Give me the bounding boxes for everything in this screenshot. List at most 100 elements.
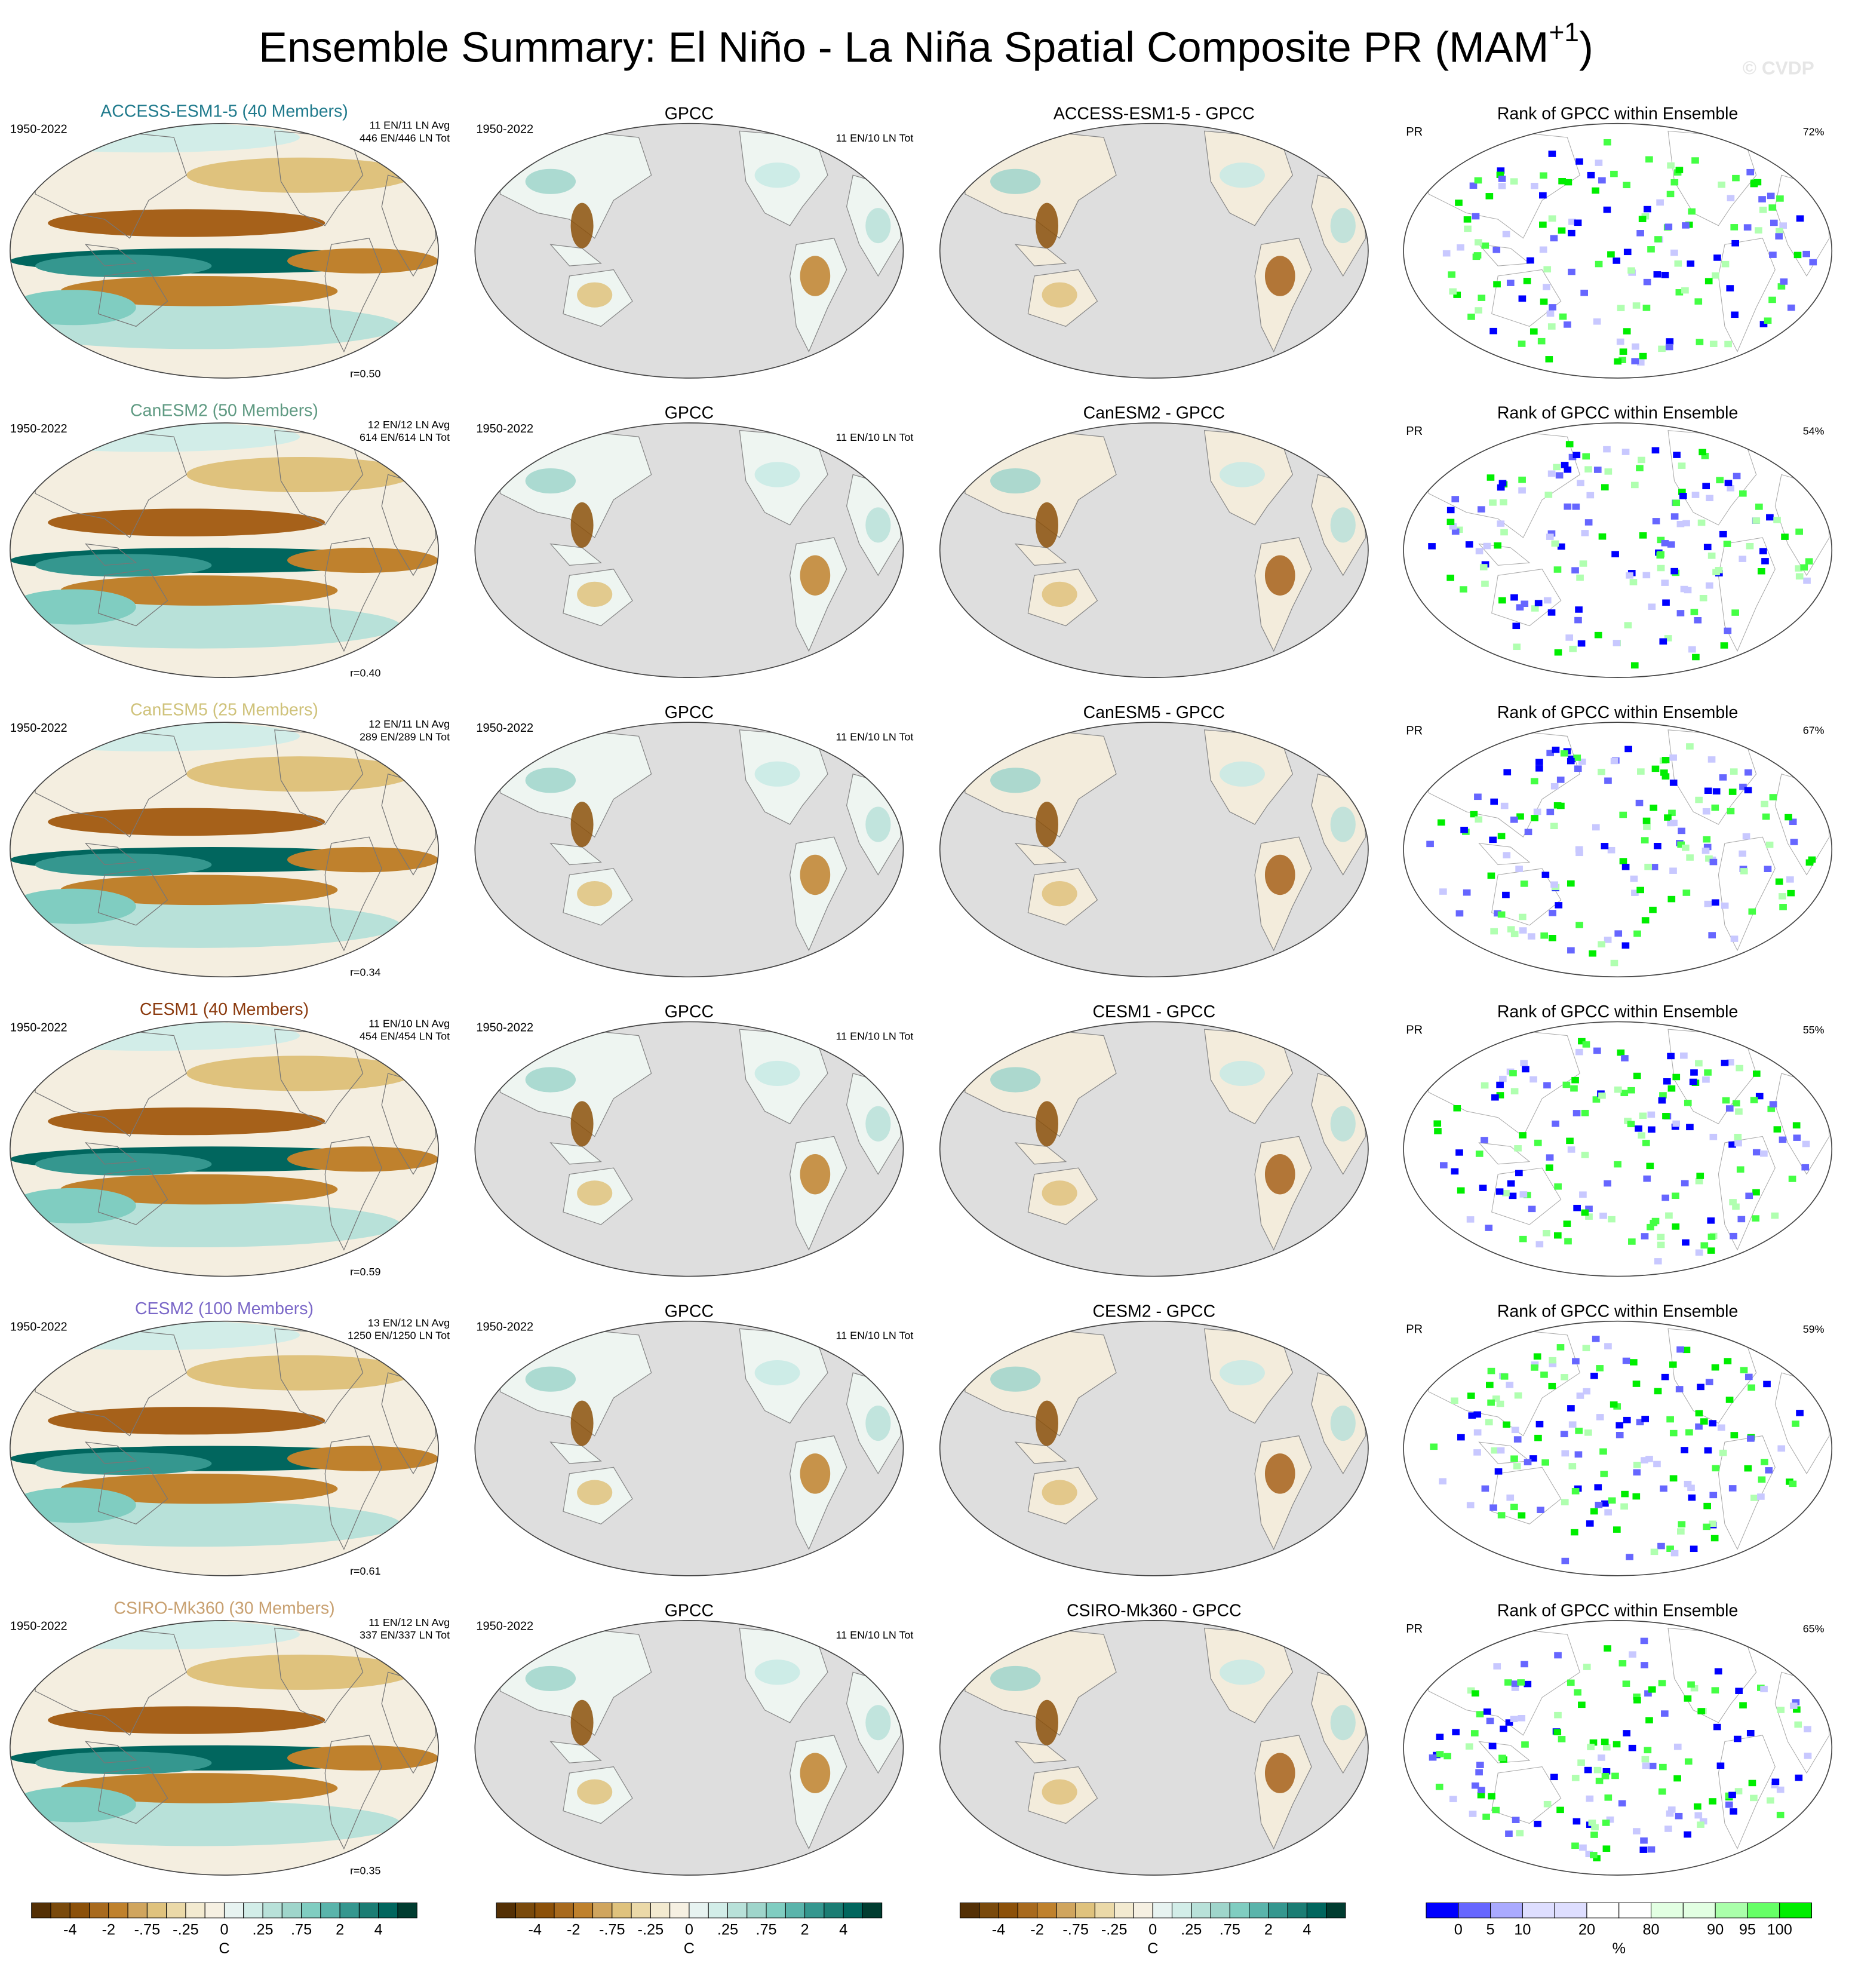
land-anomaly [754, 1360, 800, 1386]
rank-cell [1669, 1429, 1678, 1437]
rank-cell [1457, 1434, 1465, 1441]
rank-cell [1776, 228, 1783, 235]
map [475, 1021, 904, 1277]
colorbar-label: -.75 [1062, 1922, 1089, 1938]
colorbar-label: -4 [528, 1922, 542, 1938]
rank-cell [1602, 1820, 1610, 1826]
rank-cell [1690, 1545, 1698, 1553]
rank-cell [1717, 1424, 1725, 1431]
colorbar-box [1747, 1902, 1780, 1919]
colorbar-label: 0 [1148, 1922, 1157, 1938]
land-anomaly [525, 1067, 576, 1093]
rank-cell [1809, 259, 1817, 266]
rank-cell [1457, 1187, 1465, 1194]
rank-cell [1728, 1485, 1737, 1492]
rank-cell [1463, 889, 1471, 896]
rank-cell [1641, 917, 1650, 924]
rank-cell [1679, 493, 1687, 499]
map [1403, 722, 1832, 977]
rank-cell [1470, 811, 1478, 818]
rank-cell [1730, 1808, 1737, 1815]
rank-cell [1651, 447, 1660, 454]
rank-cell [1521, 1741, 1529, 1748]
rank-cell [1639, 532, 1647, 539]
rank-cell [1466, 1502, 1475, 1508]
rank-cell [1453, 292, 1461, 298]
counts: 12 EN/11 LN Avg [368, 718, 450, 730]
rank-cell [1506, 1382, 1514, 1388]
colorbar-label: 4 [1303, 1922, 1311, 1938]
panel-title: GPCC [665, 404, 714, 423]
map-anomaly [35, 1751, 212, 1775]
rank-cell [1502, 231, 1510, 238]
rank-cell [1524, 829, 1532, 836]
map-border [10, 1620, 439, 1876]
map [939, 1321, 1368, 1576]
rank-cell [1758, 196, 1766, 203]
rank-cell [1769, 1101, 1777, 1107]
rank-cell [1579, 1191, 1587, 1198]
rank-cell [1575, 606, 1583, 613]
rank-cell [1592, 824, 1600, 831]
colorbar-box [1651, 1902, 1684, 1919]
rank-cell [1502, 1190, 1510, 1197]
rank-cell [1507, 1180, 1515, 1187]
land-anomaly [865, 507, 891, 543]
rank-cell [1641, 1416, 1650, 1422]
colorbar-label: -2 [1030, 1922, 1043, 1938]
colorbar-box [1152, 1902, 1173, 1919]
rank-cell [1640, 1637, 1648, 1645]
rank-cell [1750, 1097, 1758, 1103]
rank-cell [1696, 1173, 1704, 1179]
rank-cell [1497, 1512, 1506, 1518]
land-anomaly [525, 168, 576, 194]
rank-cell [1563, 1220, 1571, 1227]
rank-cell [1518, 487, 1526, 494]
rank-cell [1666, 191, 1675, 198]
colorbar-label: -4 [63, 1922, 77, 1938]
land [1491, 569, 1562, 627]
rank-cell [1477, 1791, 1485, 1799]
rank-cell [1481, 1137, 1488, 1143]
rank-cell [1498, 1754, 1506, 1762]
panel-title: CanESM5 - GPCC [1083, 703, 1225, 722]
rank-cell [1643, 278, 1651, 286]
rank-cell [1653, 1461, 1661, 1468]
land-anomaly [754, 162, 800, 188]
land [1428, 430, 1580, 538]
rank-cell [1583, 1388, 1590, 1395]
land-anomaly [1220, 1659, 1265, 1685]
rank-cell [1590, 1508, 1598, 1515]
rank-cell [1732, 1203, 1740, 1210]
rank-cell [1535, 759, 1543, 765]
rank-cell [1777, 1707, 1785, 1713]
land-anomaly [865, 1406, 891, 1441]
rank-cell [1687, 1484, 1695, 1491]
coastline [35, 130, 187, 239]
rank-cell [1608, 1497, 1616, 1504]
rank-cell [1766, 514, 1774, 521]
rank-cell [1770, 219, 1778, 226]
rank-cell [1684, 587, 1692, 594]
rank-cell [1792, 1421, 1799, 1427]
rank-cell [1513, 643, 1521, 651]
rank-cell [1703, 544, 1712, 551]
rank-cell [1764, 317, 1772, 324]
rank-cell [1669, 754, 1677, 761]
rank-cell [1650, 864, 1658, 870]
colorbar-box [727, 1902, 748, 1919]
rank-cell [1577, 1759, 1585, 1766]
rank-cell [1529, 1076, 1537, 1083]
rank-cell [1722, 1097, 1730, 1104]
colorbar-box [397, 1902, 417, 1919]
map-anomaly [48, 808, 325, 836]
rank-cell [1448, 271, 1455, 278]
map-border [1403, 422, 1833, 678]
map-border [474, 1021, 904, 1277]
rank-cell [1489, 1504, 1497, 1511]
land-anomaly [525, 768, 576, 793]
rank-cell [1518, 340, 1526, 347]
colorbar-label: 4 [839, 1922, 847, 1938]
rank-cell [1676, 520, 1685, 527]
rank-cell [1630, 1359, 1638, 1366]
